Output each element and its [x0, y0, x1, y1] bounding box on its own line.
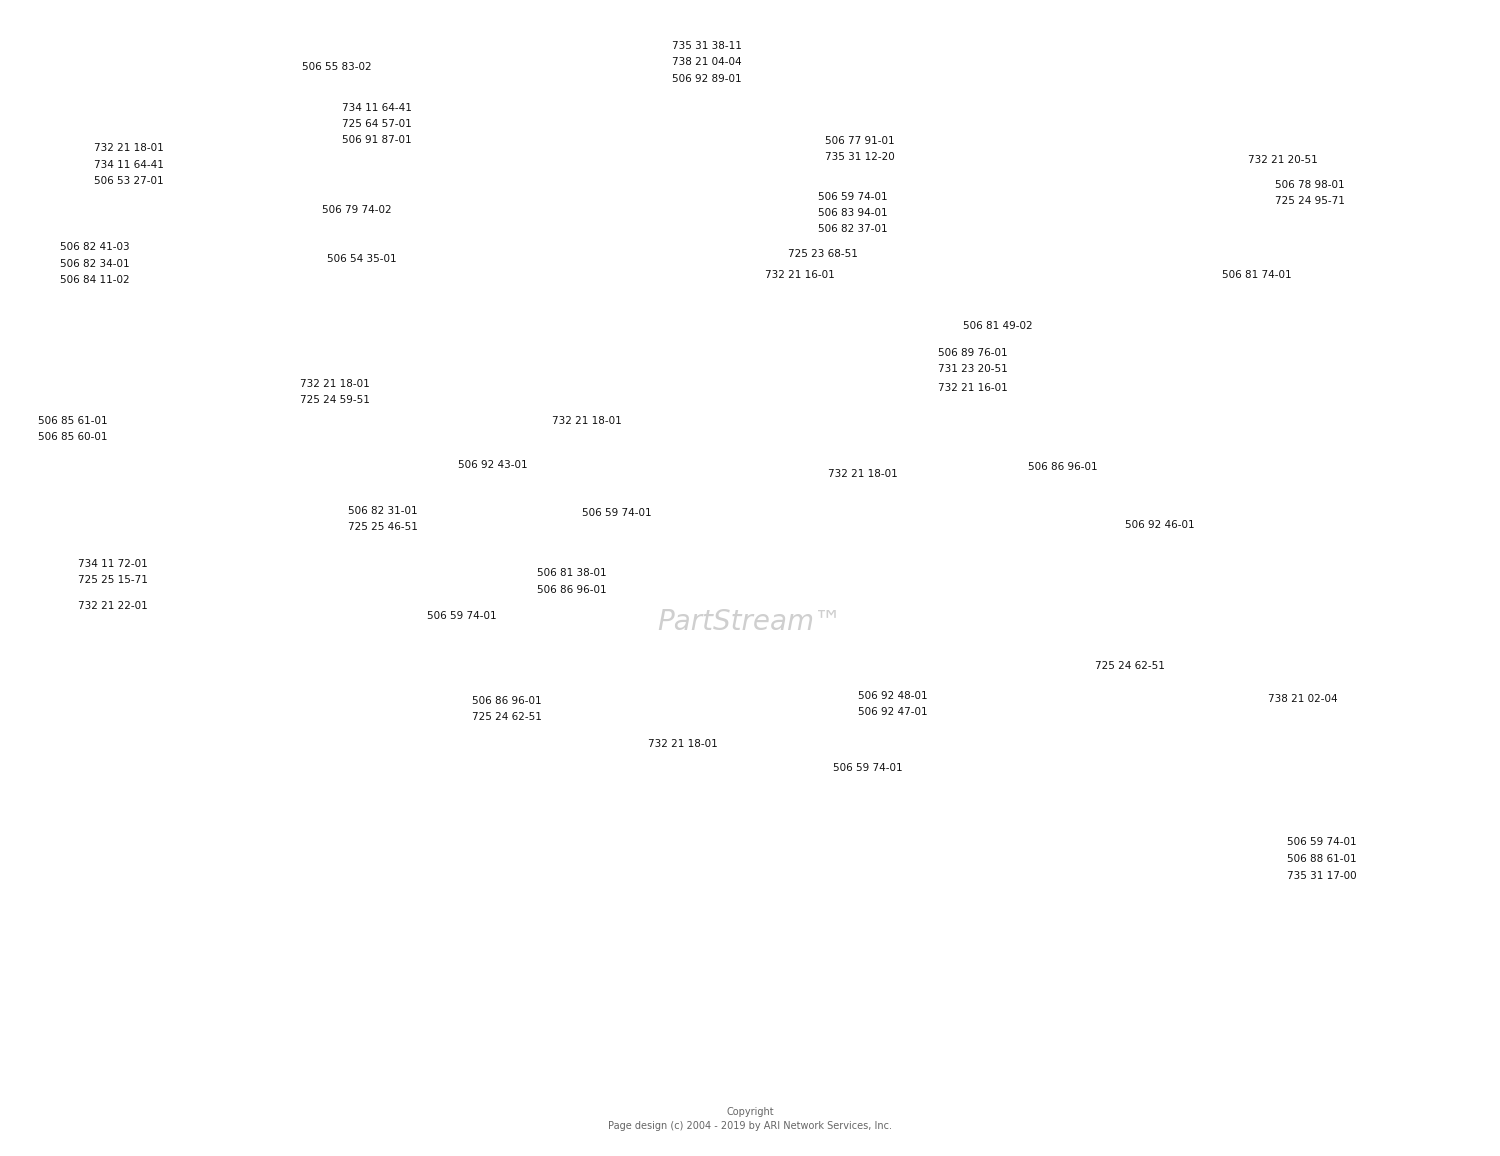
Text: 732 21 18-01: 732 21 18-01 [552, 416, 621, 425]
Text: 506 92 46-01: 506 92 46-01 [1125, 520, 1194, 529]
Text: 725 23 68-51: 725 23 68-51 [788, 250, 858, 259]
Text: 725 24 59-51: 725 24 59-51 [300, 395, 370, 405]
Text: 732 21 16-01: 732 21 16-01 [938, 384, 1008, 393]
Text: 732 21 18-01: 732 21 18-01 [300, 379, 369, 388]
Text: Page design (c) 2004 - 2019 by ARI Network Services, Inc.: Page design (c) 2004 - 2019 by ARI Netwo… [608, 1121, 892, 1131]
Text: 506 88 61-01: 506 88 61-01 [1287, 854, 1356, 864]
Text: 732 21 18-01: 732 21 18-01 [94, 143, 165, 153]
Text: 732 21 20-51: 732 21 20-51 [1248, 155, 1317, 164]
Text: 738 21 04-04: 738 21 04-04 [672, 58, 741, 67]
Text: 731 23 20-51: 731 23 20-51 [938, 364, 1008, 373]
Text: 506 54 35-01: 506 54 35-01 [327, 254, 396, 264]
Text: 735 31 12-20: 735 31 12-20 [825, 153, 894, 162]
Text: 506 86 96-01: 506 86 96-01 [472, 696, 542, 705]
Text: 506 59 74-01: 506 59 74-01 [427, 612, 496, 621]
Text: 725 64 57-01: 725 64 57-01 [342, 119, 411, 128]
Text: 732 21 18-01: 732 21 18-01 [828, 469, 897, 479]
Text: 506 82 31-01: 506 82 31-01 [348, 506, 417, 516]
Text: 506 83 94-01: 506 83 94-01 [818, 208, 886, 217]
Text: 735 31 38-11: 735 31 38-11 [672, 42, 742, 51]
Text: 734 11 64-41: 734 11 64-41 [342, 103, 412, 112]
Text: 506 77 91-01: 506 77 91-01 [825, 136, 894, 146]
Text: 506 79 74-02: 506 79 74-02 [322, 206, 392, 215]
Text: 506 81 74-01: 506 81 74-01 [1222, 271, 1292, 280]
Text: 506 86 96-01: 506 86 96-01 [537, 585, 606, 594]
Text: 506 59 74-01: 506 59 74-01 [833, 763, 902, 772]
Text: 506 85 61-01: 506 85 61-01 [38, 416, 106, 425]
Text: 506 86 96-01: 506 86 96-01 [1028, 462, 1096, 472]
Text: 506 92 89-01: 506 92 89-01 [672, 74, 741, 83]
Text: 725 24 62-51: 725 24 62-51 [472, 712, 543, 721]
Text: 506 92 47-01: 506 92 47-01 [858, 707, 927, 717]
Text: 738 21 02-04: 738 21 02-04 [1268, 695, 1336, 704]
Text: 732 21 22-01: 732 21 22-01 [78, 601, 147, 610]
Text: 506 82 34-01: 506 82 34-01 [60, 259, 129, 268]
Text: 725 24 62-51: 725 24 62-51 [1095, 661, 1166, 670]
Text: 506 84 11-02: 506 84 11-02 [60, 275, 129, 284]
Text: 506 53 27-01: 506 53 27-01 [94, 177, 164, 186]
Text: 732 21 18-01: 732 21 18-01 [648, 740, 717, 749]
Text: 725 25 15-71: 725 25 15-71 [78, 576, 148, 585]
Text: 734 11 72-01: 734 11 72-01 [78, 560, 147, 569]
Text: 506 59 74-01: 506 59 74-01 [818, 192, 886, 201]
Text: PartStream™: PartStream™ [657, 608, 843, 636]
Text: 506 85 60-01: 506 85 60-01 [38, 432, 106, 442]
Text: 506 92 43-01: 506 92 43-01 [458, 460, 526, 469]
Text: 506 78 98-01: 506 78 98-01 [1275, 180, 1344, 190]
Text: 725 25 46-51: 725 25 46-51 [348, 523, 418, 532]
Text: 734 11 64-41: 734 11 64-41 [94, 161, 165, 170]
Text: 506 82 37-01: 506 82 37-01 [818, 224, 886, 234]
Text: 506 55 83-02: 506 55 83-02 [303, 62, 372, 72]
Text: 725 24 95-71: 725 24 95-71 [1275, 197, 1346, 206]
Text: Copyright: Copyright [726, 1107, 774, 1117]
Text: 735 31 17-00: 735 31 17-00 [1287, 872, 1356, 881]
Text: 506 91 87-01: 506 91 87-01 [342, 135, 411, 144]
Text: 506 92 48-01: 506 92 48-01 [858, 691, 927, 701]
Text: 732 21 16-01: 732 21 16-01 [765, 271, 834, 280]
Text: 506 59 74-01: 506 59 74-01 [1287, 837, 1356, 846]
Text: 506 59 74-01: 506 59 74-01 [582, 509, 651, 518]
Text: 506 89 76-01: 506 89 76-01 [938, 348, 1006, 357]
Text: 506 82 41-03: 506 82 41-03 [60, 243, 129, 252]
Text: 506 81 49-02: 506 81 49-02 [963, 321, 1032, 331]
Text: 506 81 38-01: 506 81 38-01 [537, 569, 606, 578]
